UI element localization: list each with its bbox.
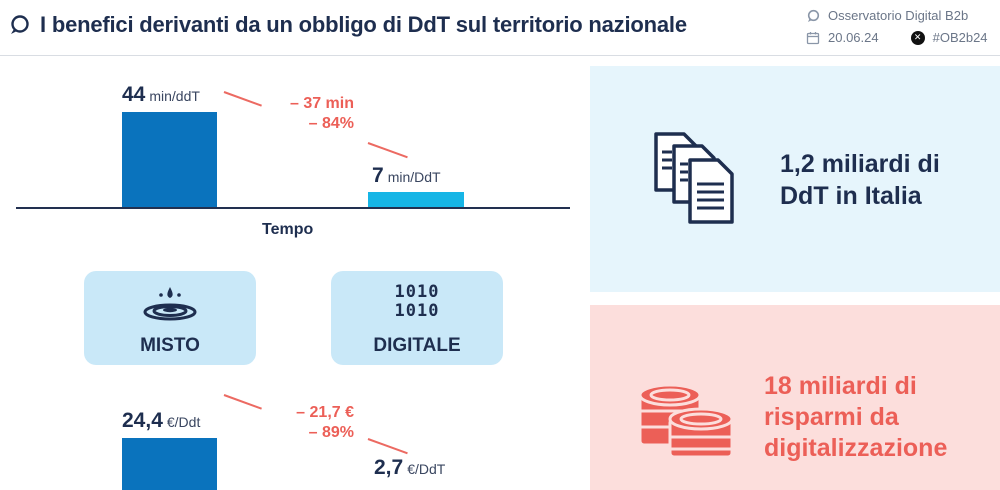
documents-icon bbox=[654, 132, 734, 224]
documents-stat-line-1: 1,2 miliardi di bbox=[780, 150, 940, 178]
time-bar-digitale-label: 7 min/DdT bbox=[372, 164, 441, 188]
mode-misto-label: MISTO bbox=[140, 335, 200, 356]
delta-connector-line bbox=[367, 142, 408, 159]
page-title: I benefici derivanti da un obbligo di Dd… bbox=[40, 12, 687, 37]
delta-connector-line bbox=[367, 438, 408, 455]
mode-misto-card: MISTO bbox=[84, 271, 256, 365]
cost-delta-pct: – 89% bbox=[308, 424, 354, 441]
savings-stat-line-3: digitalizzazione bbox=[764, 434, 948, 462]
time-digitale-unit: min/DdT bbox=[387, 169, 441, 185]
time-misto-unit: min/ddT bbox=[149, 88, 200, 104]
cost-misto-value: 24,4 bbox=[122, 409, 163, 432]
x-logo-icon: ✕ bbox=[910, 30, 925, 45]
documents-stat-text: 1,2 miliardi di DdT in Italia bbox=[780, 148, 940, 212]
time-axis-label: Tempo bbox=[262, 221, 314, 238]
cost-digitale-unit: €/DdT bbox=[407, 461, 446, 477]
cost-bar-digitale-label: 2,7 €/DdT bbox=[374, 456, 445, 480]
binary-code-icon: 1010 1010 bbox=[395, 283, 440, 321]
water-drop-ripple-icon bbox=[143, 287, 197, 321]
brand-name: Osservatorio Digital B2b bbox=[828, 8, 969, 23]
date-label: 20.06.24 bbox=[828, 30, 879, 45]
cost-bar-misto bbox=[122, 438, 217, 490]
cost-delta: – 21,7 € – 89% bbox=[262, 403, 354, 443]
time-delta-abs: – 37 min bbox=[289, 95, 354, 112]
time-bar-misto-label: 44 min/ddT bbox=[122, 83, 200, 107]
chat-bubble-icon bbox=[807, 9, 820, 22]
cost-misto-unit: €/Ddt bbox=[166, 414, 201, 430]
savings-stat-text: 18 miliardi di risparmi da digitalizzazi… bbox=[764, 371, 947, 464]
delta-connector-line bbox=[223, 91, 262, 107]
mode-digitale-card: 1010 1010 DIGITALE bbox=[331, 271, 503, 365]
delta-connector-line bbox=[223, 394, 262, 410]
time-misto-value: 44 bbox=[122, 83, 146, 106]
documents-stat-line-2: DdT in Italia bbox=[780, 182, 922, 210]
time-bar-digitale bbox=[368, 191, 464, 207]
cost-delta-abs: – 21,7 € bbox=[296, 404, 354, 421]
cost-digitale-value: 2,7 bbox=[374, 456, 404, 479]
binary-line-2: 1010 bbox=[394, 301, 440, 321]
calendar-icon bbox=[806, 31, 820, 44]
hashtag-label: #OB2b24 bbox=[932, 30, 988, 45]
time-delta-pct: – 84% bbox=[308, 115, 354, 132]
time-axis bbox=[16, 207, 570, 209]
header: I benefici derivanti da un obbligo di Dd… bbox=[0, 0, 1000, 56]
documents-stat-panel: 1,2 miliardi di DdT in Italia bbox=[590, 66, 1000, 292]
brand-row: Osservatorio Digital B2b bbox=[806, 8, 968, 23]
time-bar-misto bbox=[122, 112, 217, 207]
binary-line-1: 1010 bbox=[394, 282, 440, 302]
time-delta: – 37 min – 84% bbox=[262, 94, 354, 134]
savings-stat-line-1: 18 miliardi di bbox=[764, 372, 917, 400]
savings-stat-line-2: risparmi da bbox=[764, 403, 899, 431]
chat-bubble-icon bbox=[11, 15, 29, 34]
savings-stat-panel: 18 miliardi di risparmi da digitalizzazi… bbox=[590, 305, 1000, 490]
mode-digitale-label: DIGITALE bbox=[373, 335, 461, 356]
meta-row: 20.06.24 ✕ #OB2b24 bbox=[806, 30, 988, 45]
cost-bar-misto-label: 24,4 €/Ddt bbox=[122, 409, 200, 433]
coins-stack-icon bbox=[638, 383, 734, 459]
time-digitale-value: 7 bbox=[372, 164, 384, 187]
